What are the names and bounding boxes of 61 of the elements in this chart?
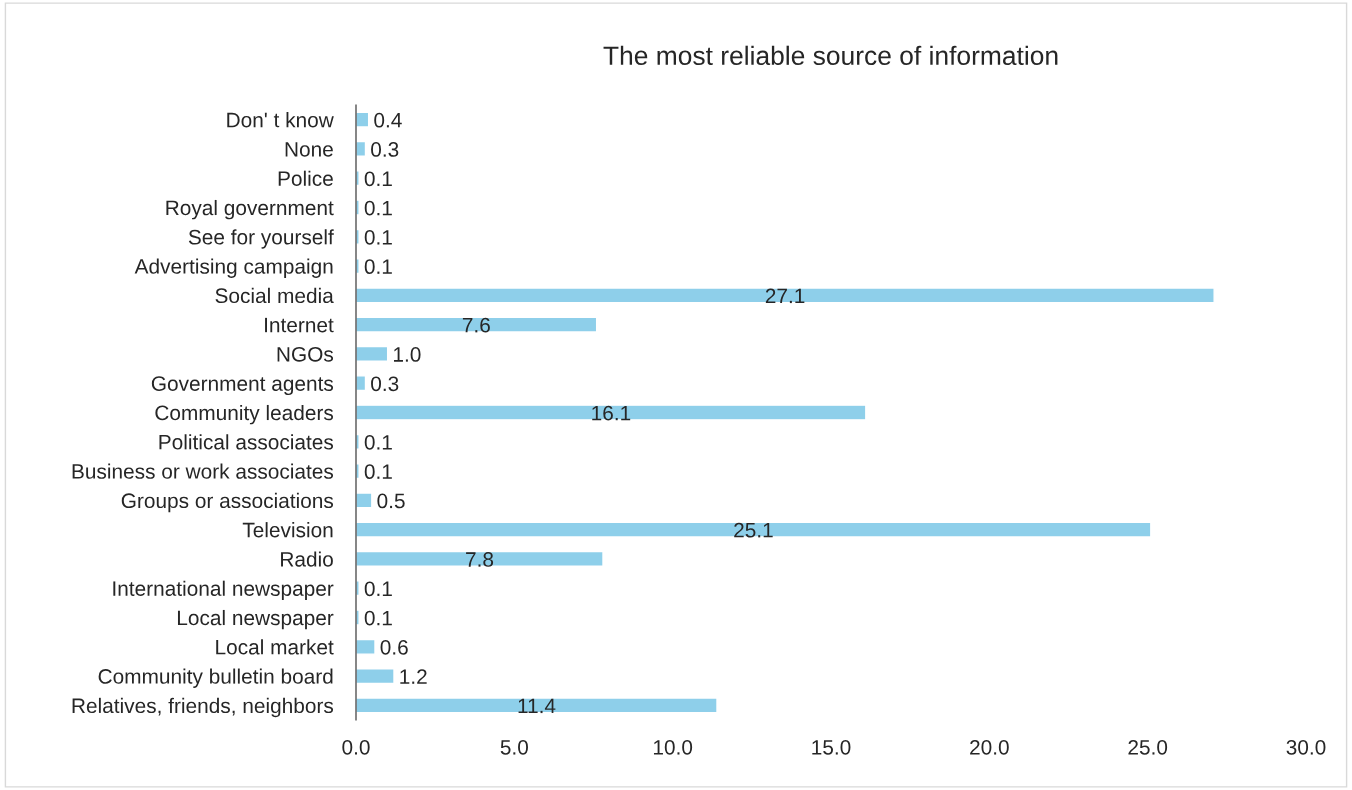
bar [356, 492, 373, 509]
data-label: 16.1 [592, 405, 631, 421]
data-label: 27.1 [765, 288, 805, 304]
y-tick-label: Groups or associations [121, 492, 334, 513]
x-tick-label: 25.0 [1128, 739, 1168, 755]
y-tick-label: Royal government [166, 199, 334, 220]
y-tick-label: NGOs [277, 346, 334, 362]
data-label: 0.3 [371, 142, 399, 157]
bar [356, 668, 395, 685]
bar [356, 521, 1152, 538]
x-tick-label: 0.0 [342, 739, 370, 755]
x-tick-label: 30.0 [1286, 739, 1326, 755]
data-label: 11.4 [518, 698, 556, 714]
data-label: 1.0 [394, 347, 421, 362]
y-tick-label: Radio [281, 551, 333, 567]
y-tick-label: See for yourself [188, 229, 334, 249]
data-label: 0.1 [364, 259, 392, 275]
data-label: 0.1 [364, 229, 392, 245]
y-tick-label: Political associates [159, 434, 334, 450]
y-tick-label: None [285, 142, 333, 157]
bar [356, 111, 370, 128]
data-label: 0.1 [364, 200, 392, 216]
data-label: 25.1 [734, 522, 773, 538]
y-tick-label: Local market [216, 639, 334, 655]
y-tick-label: Advertising campaign [134, 258, 333, 278]
y-tick-label: Television [242, 522, 333, 538]
x-tick-label: 10.0 [653, 739, 693, 755]
x-tick-label: 20.0 [970, 739, 1009, 755]
y-tick-label: Police [278, 170, 333, 186]
y-tick-label: Social media [215, 287, 334, 304]
x-tick-label: 5.0 [500, 739, 528, 755]
y-tick-label: Government agents [151, 376, 334, 396]
y-tick-label: International newspaper [113, 580, 334, 601]
y-tick-label: Community bulletin board [98, 668, 333, 688]
y-tick-label: Business or work associates [72, 463, 334, 479]
data-label: 0.3 [371, 376, 399, 392]
bar [356, 550, 604, 567]
x-tick-label: 15.0 [812, 739, 851, 755]
bar [356, 345, 389, 362]
chart-title: The most reliable source of information [603, 45, 1058, 66]
data-label: 7.8 [466, 552, 494, 567]
data-label: 0.1 [364, 610, 392, 626]
y-tick-label: Community leaders [155, 404, 334, 425]
data-label: 0.1 [364, 581, 392, 597]
data-label: 0.5 [377, 493, 405, 509]
bar [356, 287, 1215, 304]
y-tick-label: Local newspaper [177, 609, 334, 630]
y-tick-label: Don' t know [227, 112, 334, 128]
bar [356, 404, 867, 421]
bar [356, 638, 376, 655]
bar [356, 697, 718, 714]
data-label: 0.1 [364, 464, 392, 480]
data-label: 0.6 [380, 639, 408, 655]
bar [356, 316, 598, 333]
data-label: 1.2 [400, 669, 427, 684]
y-tick-label: Relatives, friends, neighbors [72, 697, 334, 718]
data-label: 0.1 [364, 434, 392, 450]
data-label: 7.6 [462, 317, 490, 333]
data-label: 0.1 [364, 171, 392, 187]
y-tick-label: Internet [265, 317, 334, 333]
data-label: 0.4 [374, 112, 402, 128]
